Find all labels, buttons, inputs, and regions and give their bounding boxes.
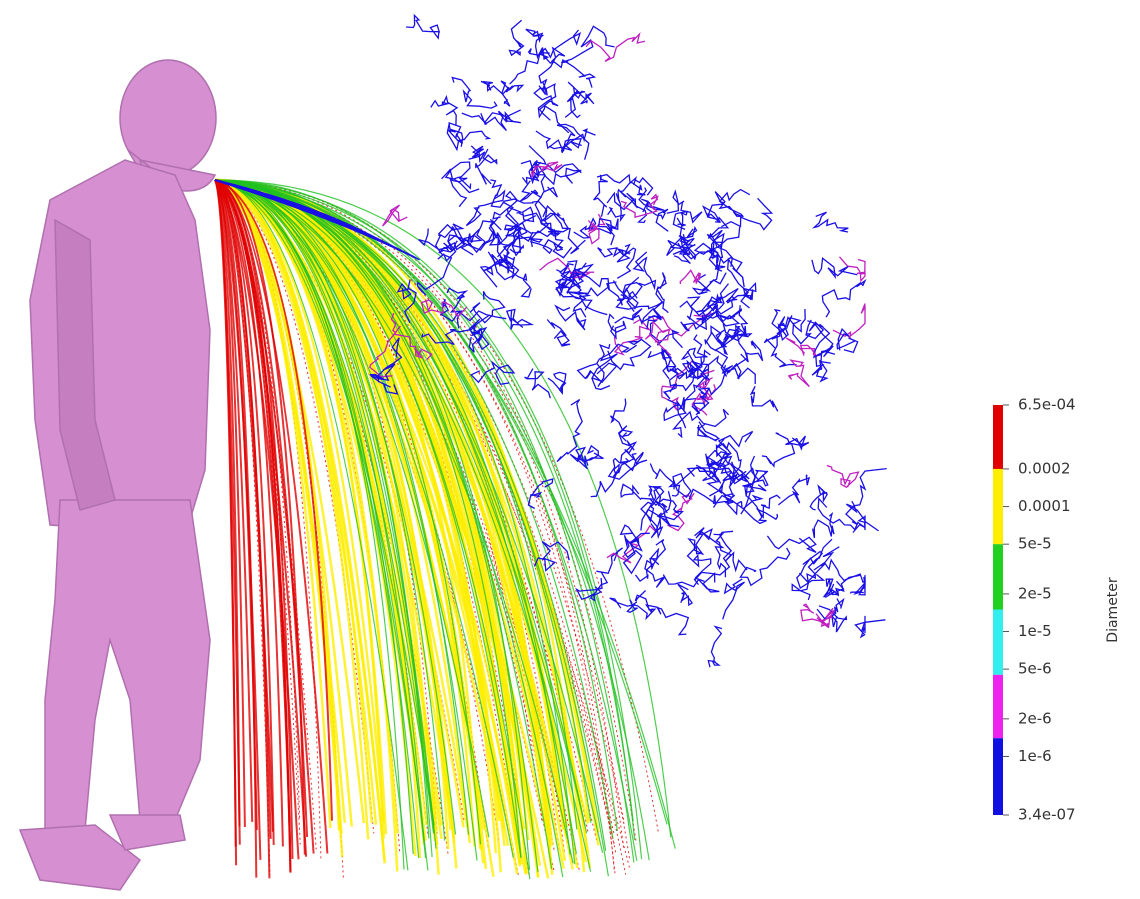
trajectory [772, 310, 792, 340]
trajectory [633, 591, 655, 619]
color-band [993, 544, 1003, 609]
trajectory [822, 281, 865, 317]
trajectory [723, 579, 745, 619]
tick-label: 2e-6 [1018, 709, 1052, 727]
tick-label: 3.4e-07 [1018, 806, 1076, 824]
human-figure [20, 60, 216, 890]
trajectory [846, 469, 887, 525]
trajectory [501, 81, 523, 106]
color-band [993, 610, 1003, 675]
trajectory [645, 322, 670, 356]
trajectory [449, 123, 489, 143]
trajectory [621, 484, 654, 499]
trajectory [450, 178, 470, 207]
trajectory [541, 168, 581, 192]
trajectory [520, 181, 557, 201]
particle-trajectories [215, 15, 887, 879]
trajectory [507, 310, 532, 330]
trajectory [519, 207, 542, 224]
trajectory [541, 52, 595, 87]
trajectory [855, 616, 885, 637]
trajectory [383, 205, 408, 226]
tick-label: 5e-5 [1018, 535, 1052, 553]
tick-label: 2e-5 [1018, 584, 1052, 602]
trajectory [695, 531, 733, 581]
trajectory [812, 258, 857, 277]
color-band [993, 469, 1003, 544]
trajectory [673, 212, 687, 230]
tick-label: 6.5e-04 [1018, 396, 1076, 414]
trajectory [574, 219, 611, 238]
trajectory [681, 315, 707, 332]
tick-label: 1e-5 [1018, 622, 1052, 640]
trajectory [406, 15, 439, 38]
trajectory [740, 548, 789, 585]
trajectory [827, 466, 859, 488]
trajectory [621, 441, 644, 471]
trajectory [708, 190, 750, 223]
trajectory [812, 355, 827, 381]
trajectory [586, 34, 645, 61]
color-legend: Diameter 6.5e-04 0.0002 0.0001 5e-5 2e-5 1e-5… [993, 396, 1121, 824]
page: {"colorbar": { "title": "Diameter", "sca… [0, 0, 1140, 899]
trajectory [615, 320, 650, 355]
trajectory [703, 207, 727, 243]
trajectory [636, 561, 666, 588]
trajectory [667, 192, 702, 223]
trousers [45, 500, 210, 830]
trajectory [462, 113, 507, 131]
trajectory [833, 304, 865, 338]
trajectory [215, 180, 270, 875]
trajectory [594, 175, 608, 217]
trajectory [819, 606, 847, 632]
tick-label: 5e-6 [1018, 660, 1052, 678]
trajectory [708, 627, 722, 668]
tick-label: 1e-6 [1018, 747, 1052, 765]
trajectory [786, 338, 817, 357]
trajectory [767, 536, 816, 553]
trajectory [805, 322, 835, 356]
trajectory [814, 212, 848, 232]
trajectory [721, 198, 771, 229]
trajectory [510, 49, 550, 84]
trajectory [608, 190, 626, 220]
trajectory [818, 499, 865, 533]
trajectory [536, 129, 596, 149]
tick-label: 0.0001 [1018, 497, 1071, 515]
jacket [30, 160, 210, 530]
trajectory [678, 584, 692, 605]
trajectory [431, 97, 457, 125]
trajectory [714, 496, 743, 514]
trajectory [778, 475, 809, 505]
trajectory [466, 191, 504, 226]
trajectory [621, 525, 642, 550]
trajectory [762, 439, 802, 467]
trajectory [731, 327, 751, 362]
trajectory [547, 320, 570, 347]
trajectory [565, 82, 585, 117]
visualization: Diameter 6.5e-04 0.0002 0.0001 5e-5 2e-5 1e-5… [0, 0, 1140, 899]
trajectory [850, 575, 865, 594]
trajectory [591, 465, 619, 497]
trajectory [442, 162, 480, 193]
trajectory [469, 146, 485, 161]
trajectory [689, 489, 734, 503]
trajectory [663, 574, 719, 592]
trajectory [751, 386, 778, 411]
trajectory [215, 180, 290, 872]
trajectory [510, 20, 524, 55]
legend-title: Diameter [1105, 577, 1121, 643]
trajectory [643, 201, 668, 231]
trajectory [807, 321, 830, 363]
color-band [993, 675, 1003, 738]
trajectory [813, 514, 834, 538]
tick-label: 0.0002 [1018, 459, 1071, 477]
trajectory [680, 270, 700, 284]
color-band [993, 405, 1003, 469]
color-band [993, 738, 1003, 815]
trajectory [492, 233, 513, 280]
